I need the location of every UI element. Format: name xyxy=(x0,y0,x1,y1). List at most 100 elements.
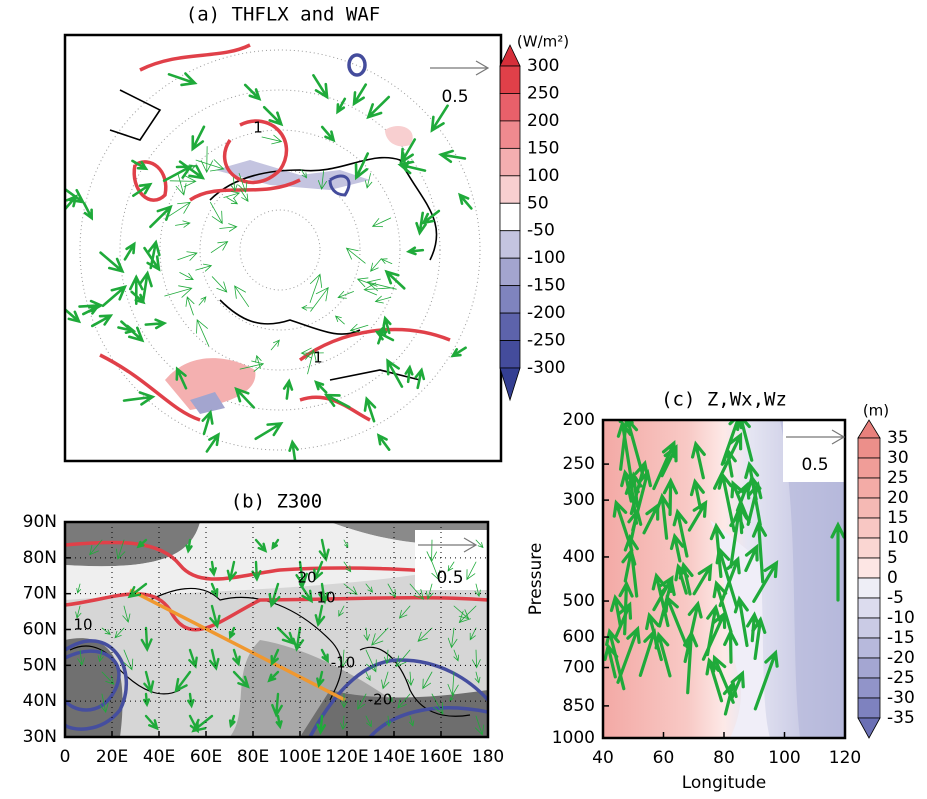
vector-arrow xyxy=(415,211,427,236)
vector-arrow xyxy=(99,693,109,714)
vector-arrow xyxy=(431,561,441,581)
colorbar-label: 20 xyxy=(887,488,909,508)
vector-arrow xyxy=(733,595,749,648)
vector-arrow xyxy=(101,284,128,308)
vector-arrow xyxy=(345,247,366,264)
vector-arrow xyxy=(185,296,195,316)
colorbar-band xyxy=(499,340,521,369)
vector-arrow xyxy=(270,339,280,351)
vector-arrow xyxy=(380,258,393,264)
vector-arrow xyxy=(705,603,722,657)
vector-arrow xyxy=(232,648,241,667)
vector-arrow xyxy=(316,670,325,688)
colorbar-band xyxy=(857,557,881,579)
vector-arrow xyxy=(447,671,459,697)
reference-label: 0.5 xyxy=(436,568,463,588)
vector-arrow xyxy=(447,627,458,649)
vector-arrow xyxy=(205,432,220,453)
vector-arrow xyxy=(97,649,104,663)
vector-arrow xyxy=(384,269,406,290)
vector-arrow xyxy=(276,626,296,646)
vector-arrow xyxy=(449,693,455,702)
vector-arrow xyxy=(605,628,626,691)
colorbar-label: 15 xyxy=(887,508,909,528)
vector-arrow xyxy=(191,714,214,733)
vector-arrow xyxy=(167,72,198,87)
vector-arrow xyxy=(458,605,477,624)
vector-arrow xyxy=(352,83,368,107)
panel-c-field xyxy=(603,420,845,738)
contour-label: 20 xyxy=(297,569,316,587)
vector-arrow xyxy=(338,605,345,617)
colorbar-label: 10 xyxy=(887,528,909,548)
vector-arrow xyxy=(735,481,751,513)
contour-label: -10 xyxy=(331,654,356,672)
vector-arrow xyxy=(723,628,739,664)
vector-arrow xyxy=(75,605,82,619)
colorbar-label: 200 xyxy=(527,111,559,131)
y-tick-label: 1000 xyxy=(552,728,595,748)
contour-label: 10 xyxy=(316,589,335,607)
vector-arrow xyxy=(627,471,643,508)
x-tick-label: 80 xyxy=(713,748,735,768)
colorbar-extension xyxy=(857,419,881,439)
colorbar-label: -30 xyxy=(887,688,915,708)
vector-arrow xyxy=(340,715,347,731)
colorbar-band xyxy=(857,497,881,519)
reference-arrow xyxy=(786,429,846,445)
vector-arrow xyxy=(709,522,725,579)
x-tick-label: 180 xyxy=(472,747,504,767)
vector-arrow xyxy=(210,582,219,598)
vector-arrow xyxy=(132,182,153,197)
vector-arrow xyxy=(268,582,281,608)
vector-arrow xyxy=(474,671,481,684)
vector-arrow xyxy=(475,539,484,549)
y-tick-label: 300 xyxy=(563,490,595,510)
vector-arrow xyxy=(405,246,425,256)
x-tick-label: 40E xyxy=(143,747,175,767)
colorbar-band xyxy=(499,175,521,204)
colorbar-label: 0 xyxy=(887,568,898,588)
vector-arrow xyxy=(127,582,148,599)
vector-arrow xyxy=(90,314,114,328)
vector-arrow xyxy=(450,346,467,358)
vector-arrow xyxy=(363,282,395,296)
colorbar-unit: (W/m²) xyxy=(517,33,569,51)
vector-arrow xyxy=(363,396,377,423)
y-tick-label: 400 xyxy=(563,547,595,567)
y-tick-label: 60N xyxy=(23,620,57,640)
x-tick-label: 40 xyxy=(592,748,614,768)
vector-arrow xyxy=(334,315,345,325)
colorbar-band xyxy=(499,202,521,232)
vector-arrow xyxy=(300,169,308,179)
vector-arrow xyxy=(186,692,195,709)
vector-arrow xyxy=(612,499,634,552)
vector-arrow xyxy=(226,197,239,205)
vector-arrow xyxy=(356,277,378,288)
vector-arrow xyxy=(343,539,349,548)
vector-arrow xyxy=(239,360,265,372)
vector-arrow xyxy=(383,649,391,665)
vector-arrow xyxy=(131,159,149,171)
vector-arrow xyxy=(136,538,148,549)
colorbar-band xyxy=(499,65,521,94)
vector-arrow xyxy=(387,693,393,703)
vector-arrow xyxy=(138,270,153,303)
vector-arrow xyxy=(712,579,733,634)
vector-arrow xyxy=(175,220,191,228)
vector-arrow xyxy=(354,152,370,181)
vector-arrow xyxy=(149,204,173,229)
colorbar-label: -10 xyxy=(887,608,915,628)
vector-arrow xyxy=(336,97,347,115)
vector-arrow xyxy=(652,440,677,491)
colorbar-label: -35 xyxy=(887,708,915,728)
panel-title: (a) THFLX and WAF xyxy=(186,4,380,26)
vector-arrow xyxy=(209,560,217,577)
x-tick-label: 100E xyxy=(278,747,321,767)
colorbar-label: -50 xyxy=(527,221,555,241)
colorbar-band xyxy=(499,230,521,259)
vector-arrow xyxy=(752,560,779,603)
vector-arrow xyxy=(323,393,351,409)
x-tick-label: 120E xyxy=(325,747,368,767)
vector-arrow xyxy=(164,285,193,298)
